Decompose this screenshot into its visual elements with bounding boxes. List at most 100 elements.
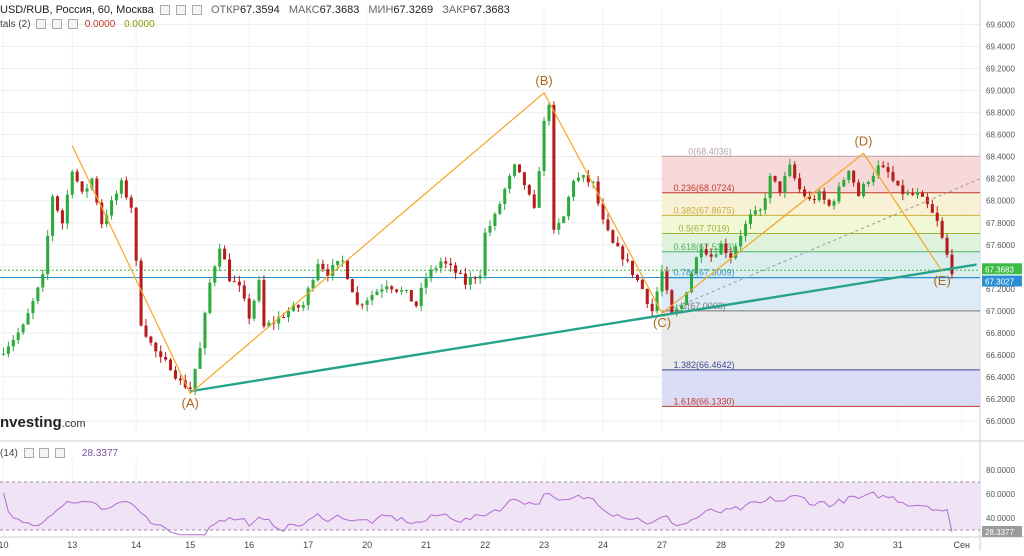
indicator-toggle-icon[interactable]	[52, 19, 63, 30]
candle-body	[527, 185, 531, 195]
time-tick-label: 21	[421, 540, 431, 550]
time-tick-label: 30	[834, 540, 844, 550]
low-label: МИН	[368, 4, 394, 16]
candle-body	[26, 313, 30, 325]
close-box-icon[interactable]	[191, 5, 202, 16]
candle-body	[11, 339, 15, 347]
price-tick-label: 66.4000	[986, 373, 1015, 382]
candle-body	[267, 322, 271, 327]
high-value: 67.3683	[319, 4, 360, 16]
price-tick-label: 68.0000	[986, 197, 1015, 206]
fib-level-label: 0.786(67.3009)	[673, 268, 734, 278]
candle-body	[154, 342, 158, 352]
candle-body	[124, 180, 128, 198]
price-tick-label: 68.8000	[986, 109, 1015, 118]
fib-level-label: 1.382(66.4642)	[673, 360, 734, 370]
rsi-badge: 28.3377	[985, 528, 1014, 537]
last-price-badge-bg	[982, 263, 1022, 275]
candle-body	[95, 178, 99, 203]
candle-body	[798, 178, 802, 190]
candle-body	[557, 223, 561, 230]
indicator-close-icon[interactable]	[67, 19, 78, 30]
candle-body	[847, 170, 851, 181]
candle-body	[434, 268, 438, 270]
price-tick-label: 67.0000	[986, 307, 1015, 316]
candle-body	[709, 254, 713, 257]
candle-body	[218, 248, 222, 267]
pattern-point-label: (E)	[933, 273, 950, 288]
candle-body	[630, 260, 635, 275]
candle-body	[188, 387, 192, 390]
candle-body	[414, 301, 418, 307]
candle-body	[424, 278, 428, 288]
symbol-title: USD/RUB, Россия, 60, Москва	[0, 4, 154, 16]
candle-body	[537, 171, 541, 208]
candle-body	[277, 317, 281, 324]
candle-body	[906, 193, 910, 195]
price-tick-label: 69.2000	[986, 65, 1015, 74]
candle-body	[567, 196, 571, 217]
price-tick-label: 69.4000	[986, 43, 1015, 52]
candle-body	[689, 273, 694, 293]
candle-body	[36, 287, 40, 301]
time-tick-label: 14	[131, 540, 141, 550]
logo-text: nvesting	[0, 414, 62, 431]
rsi-tick-label: 80.0000	[986, 466, 1015, 475]
rsi-settings-icon[interactable]	[23, 448, 34, 459]
toggle-box-icon[interactable]	[175, 5, 186, 16]
candle-body	[655, 291, 659, 312]
candle-body	[193, 368, 197, 390]
indicator-name: tals (2)	[0, 19, 31, 30]
candle-body	[301, 305, 305, 308]
time-tick-label: 13	[67, 540, 77, 550]
candle-body	[306, 288, 310, 306]
investing-logo: nvesting.com	[0, 414, 86, 431]
time-tick-label: 15	[185, 540, 195, 550]
candle-body	[350, 279, 354, 293]
candle-body	[503, 188, 507, 205]
price-tick-label: 69.6000	[986, 21, 1015, 30]
candle-body	[321, 263, 325, 270]
candle-body	[409, 289, 413, 302]
candle-body	[385, 286, 389, 290]
candle-body	[345, 260, 350, 280]
candle-body	[916, 192, 920, 195]
rsi-line	[2, 491, 953, 536]
candle-body	[110, 200, 114, 216]
candle-body	[837, 186, 841, 202]
candle-body	[827, 199, 831, 206]
candle-body	[621, 246, 625, 260]
candle-body	[326, 269, 330, 277]
settings-box-icon[interactable]	[159, 5, 170, 16]
rsi-tick-label: 60.0000	[986, 490, 1015, 499]
indicator-settings-icon[interactable]	[36, 19, 47, 30]
candle-body	[169, 359, 173, 371]
rsi-close-icon[interactable]	[55, 448, 66, 459]
candle-body	[75, 171, 79, 182]
candle-body	[626, 259, 630, 261]
candle-body	[360, 304, 364, 306]
fib-zone	[662, 310, 980, 370]
candle-body	[591, 181, 595, 183]
candle-body	[920, 192, 925, 197]
candle-body	[85, 188, 89, 192]
candle-body	[768, 175, 772, 199]
pattern-point-label: (C)	[653, 315, 671, 330]
rsi-toggle-icon[interactable]	[39, 448, 50, 459]
candle-body	[341, 260, 345, 262]
candle-body	[896, 180, 900, 186]
candle-body	[817, 191, 821, 201]
candle-body	[449, 263, 453, 266]
candle-body	[483, 232, 487, 276]
time-tick-label: 10	[0, 540, 8, 550]
candle-body	[803, 189, 807, 197]
price-tick-label: 69.0000	[986, 87, 1015, 96]
candle-body	[793, 164, 797, 179]
rsi-badge-bg	[982, 525, 1022, 537]
candle-body	[31, 300, 35, 314]
candle-body	[149, 336, 153, 343]
fib-level-label: 0(68.4036)	[688, 146, 732, 156]
candle-body	[945, 237, 949, 255]
time-tick-label: 24	[598, 540, 608, 550]
